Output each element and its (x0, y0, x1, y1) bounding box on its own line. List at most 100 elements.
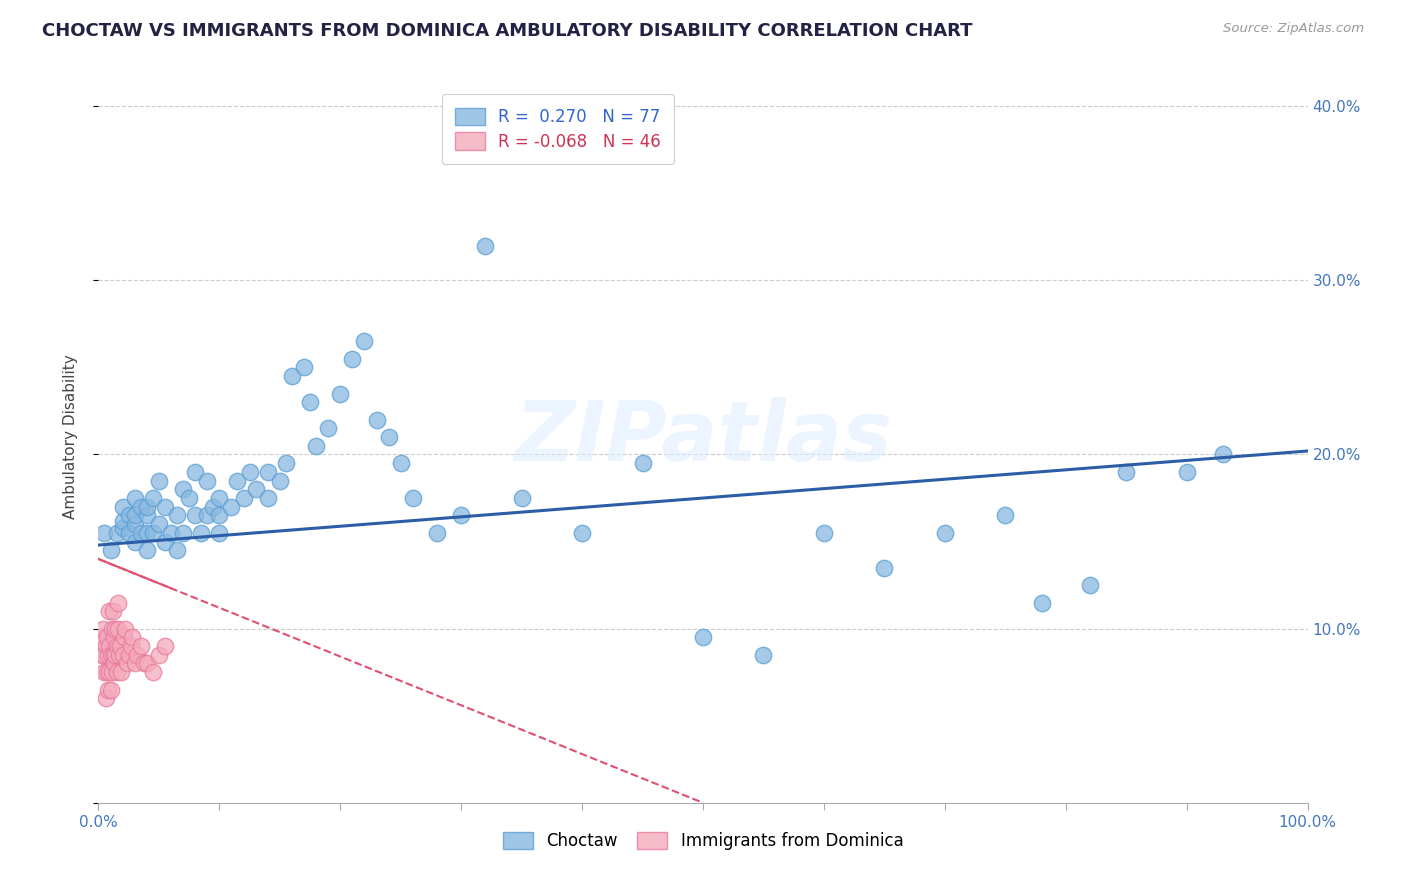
Point (172, 525, 194, 540)
Point (226, 474, 249, 488)
Point (153, 500, 176, 514)
Point (121, 631, 143, 645)
Point (274, 456, 297, 470)
Point (184, 465, 207, 479)
Point (474, 238, 496, 252)
Point (103, 631, 125, 645)
Point (195, 508, 218, 523)
Point (239, 465, 262, 479)
Point (208, 491, 231, 505)
Point (110, 665, 132, 680)
Point (692, 631, 714, 645)
Point (107, 622, 129, 636)
Point (366, 412, 388, 426)
Point (752, 648, 775, 662)
Point (97, 648, 120, 662)
Point (148, 648, 170, 662)
Point (208, 508, 231, 523)
Point (91, 648, 114, 662)
Point (195, 474, 218, 488)
Point (305, 439, 328, 453)
Point (148, 474, 170, 488)
Point (153, 639, 176, 653)
Point (124, 657, 146, 671)
Point (135, 508, 157, 523)
Point (100, 622, 122, 636)
Point (450, 508, 472, 523)
Point (256, 465, 278, 479)
Point (148, 517, 170, 532)
Point (221, 500, 243, 514)
Point (377, 430, 399, 444)
Point (232, 491, 254, 505)
Point (105, 525, 128, 540)
Point (316, 421, 339, 435)
Point (571, 525, 593, 540)
Point (124, 491, 146, 505)
Point (1078, 578, 1101, 592)
Point (202, 500, 225, 514)
Point (631, 456, 654, 470)
Point (90, 631, 112, 645)
Point (111, 648, 134, 662)
Point (101, 648, 124, 662)
Point (129, 525, 152, 540)
Point (329, 386, 352, 401)
Point (127, 648, 149, 662)
Point (96, 665, 118, 680)
Point (94, 639, 117, 653)
Point (118, 648, 141, 662)
Text: Source: ZipAtlas.com: Source: ZipAtlas.com (1223, 22, 1364, 36)
Point (124, 517, 146, 532)
Point (97, 682, 120, 697)
Point (135, 500, 157, 514)
Point (107, 595, 129, 609)
Point (93, 525, 115, 540)
Point (124, 508, 146, 523)
Point (402, 491, 425, 505)
Point (104, 648, 127, 662)
Point (111, 514, 134, 528)
Legend: Choctaw, Immigrants from Dominica: Choctaw, Immigrants from Dominica (492, 822, 914, 860)
Point (281, 369, 304, 384)
Point (118, 508, 141, 523)
Point (100, 543, 122, 558)
Point (208, 525, 231, 540)
Point (172, 483, 194, 497)
Point (94, 691, 117, 706)
Point (299, 395, 322, 409)
Point (426, 525, 449, 540)
Point (184, 508, 207, 523)
Point (134, 657, 156, 671)
Point (129, 639, 152, 653)
Point (135, 657, 157, 671)
Point (104, 622, 127, 636)
Point (98, 604, 121, 618)
Point (118, 525, 141, 540)
Point (245, 483, 267, 497)
Point (135, 525, 157, 540)
Point (93, 665, 115, 680)
Point (153, 534, 176, 549)
Point (117, 657, 139, 671)
Point (873, 560, 896, 574)
Point (389, 456, 412, 470)
Point (353, 334, 375, 349)
Point (1175, 465, 1198, 479)
Point (93, 648, 115, 662)
Point (112, 631, 135, 645)
Point (100, 682, 122, 697)
Text: ZIPatlas: ZIPatlas (515, 397, 891, 477)
Point (256, 491, 278, 505)
Point (292, 360, 315, 375)
Point (135, 543, 157, 558)
Point (166, 508, 188, 523)
Point (120, 639, 142, 653)
Point (510, 491, 533, 505)
Point (101, 604, 124, 618)
Point (813, 525, 835, 540)
Point (108, 648, 131, 662)
Point (108, 639, 131, 653)
Point (190, 525, 212, 540)
Point (1212, 448, 1234, 462)
